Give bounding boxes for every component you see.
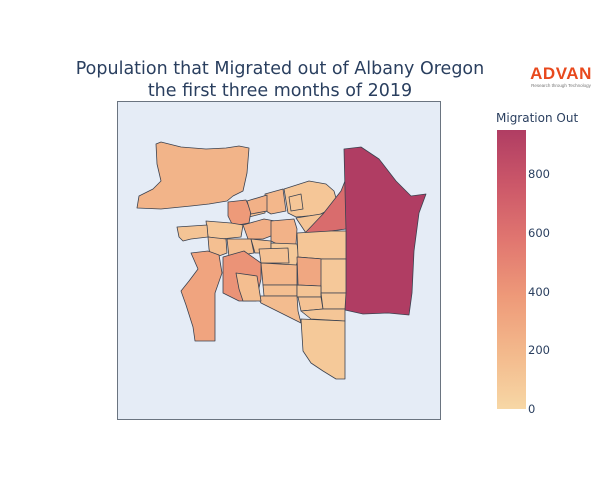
region-south-b[interactable]: [262, 284, 298, 297]
region-south-d[interactable]: [256, 295, 302, 324]
chart-title: Population that Migrated out of Albany O…: [40, 58, 520, 102]
title-line-1: Population that Migrated out of Albany O…: [75, 59, 485, 79]
region-south-h[interactable]: [235, 272, 262, 302]
region-center-f[interactable]: [296, 256, 324, 287]
colorbar-tick-800: 800: [528, 167, 550, 182]
region-south-c[interactable]: [296, 284, 322, 298]
region-south-g[interactable]: [300, 308, 346, 322]
region-center-d[interactable]: [296, 230, 347, 260]
region-northwest[interactable]: [136, 141, 250, 210]
colorbar-title: Migration Out: [496, 111, 579, 125]
map-frame[interactable]: [117, 101, 441, 420]
region-center-mid-2[interactable]: [270, 218, 298, 246]
region-north-mid[interactable]: [264, 188, 287, 215]
region-center-left-1[interactable]: [205, 220, 244, 240]
advan-logo: ADVAN Research through Technology: [526, 65, 596, 89]
region-center-left-2[interactable]: [176, 224, 209, 242]
colorbar-tick-200: 200: [528, 343, 550, 358]
region-south-a[interactable]: [260, 262, 298, 286]
region-southwest[interactable]: [180, 250, 223, 342]
logo-tagline: Research through Technology: [531, 83, 591, 88]
region-center-e[interactable]: [258, 247, 290, 264]
colorbar-tick-400: 400: [528, 284, 550, 299]
title-line-2: the first three months of 2019: [147, 81, 413, 101]
region-small-1[interactable]: [246, 194, 268, 215]
region-south-e[interactable]: [297, 296, 324, 312]
choropleth-map[interactable]: [118, 102, 441, 420]
region-south-f[interactable]: [320, 292, 347, 310]
region-center-g[interactable]: [320, 258, 347, 294]
colorbar-tick-600: 600: [528, 225, 550, 240]
region-east[interactable]: [343, 146, 427, 316]
region-south-tail[interactable]: [300, 318, 346, 380]
logo-wordmark: ADVAN: [530, 64, 592, 83]
colorbar: [497, 130, 526, 409]
colorbar-tick-0: 0: [528, 402, 536, 416]
region-center-a[interactable]: [226, 238, 255, 258]
region-small-2[interactable]: [288, 193, 304, 212]
